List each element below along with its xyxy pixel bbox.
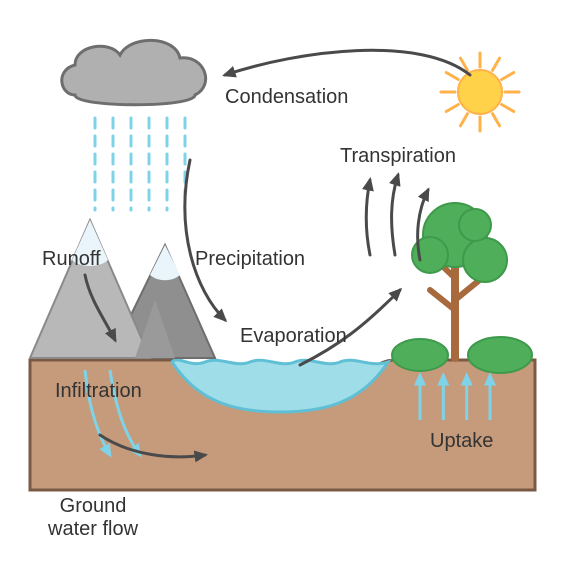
- label-uptake: Uptake: [430, 430, 493, 453]
- label-condensation: Condensation: [225, 86, 348, 109]
- transpiration-arrow-2: [392, 175, 398, 255]
- rain: [95, 118, 185, 210]
- label-precipitation: Precipitation: [195, 248, 305, 271]
- label-groundwater: Ground water flow: [48, 495, 138, 541]
- label-infiltration: Infiltration: [55, 380, 142, 403]
- label-evaporation: Evaporation: [240, 325, 347, 348]
- precipitation-arrow: [185, 160, 225, 320]
- label-transpiration: Transpiration: [340, 145, 456, 168]
- tree: [392, 203, 532, 373]
- cloud-icon: [62, 40, 206, 104]
- transpiration-arrow-1: [366, 180, 370, 255]
- scene-svg: [0, 0, 571, 563]
- label-runoff: Runoff: [42, 248, 101, 271]
- water-cycle-diagram: Condensation Transpiration Precipitation…: [0, 0, 571, 563]
- condensation-arrow: [225, 50, 470, 75]
